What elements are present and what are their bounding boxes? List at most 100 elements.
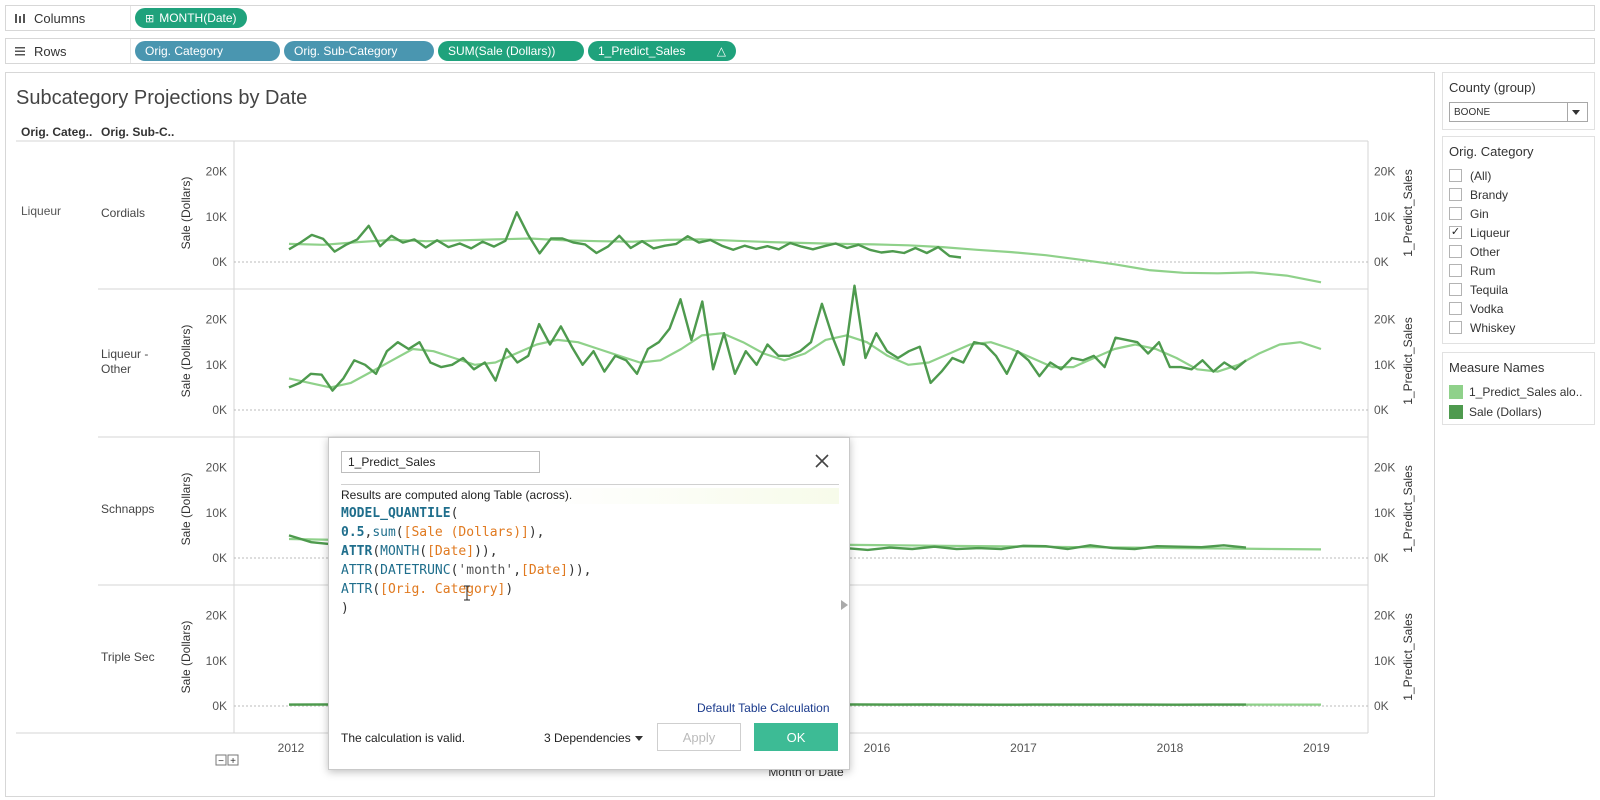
filter-option-label: Vodka <box>1470 301 1504 316</box>
pill-predict-sales[interactable]: 1_Predict_Sales △ <box>588 41 736 61</box>
code-line: ) <box>341 599 839 618</box>
y-tick-left: 10K <box>206 358 227 372</box>
sale-dollars-line <box>288 211 962 259</box>
code-token: 'month' <box>458 563 514 578</box>
dependencies-dropdown[interactable]: 3 Dependencies <box>544 731 643 745</box>
predict-sales-line <box>288 237 1322 284</box>
checkbox[interactable] <box>1449 169 1462 182</box>
y-tick-right: 10K <box>1374 210 1395 224</box>
formula-editor[interactable]: MODEL_QUANTILE(0.5,sum([Sale (Dollars)])… <box>341 504 839 694</box>
code-token: ( <box>372 582 381 597</box>
checkbox[interactable] <box>1449 283 1462 296</box>
calculation-name-input[interactable] <box>341 451 540 473</box>
y-tick-left: 10K <box>206 210 227 224</box>
subcategory-label: Triple Sec <box>101 650 155 664</box>
filter-option-label: Rum <box>1470 263 1496 278</box>
code-token: ) <box>505 582 514 597</box>
filter-option-liqueur[interactable]: ✓ Liqueur <box>1443 223 1594 242</box>
filter-option-tequila[interactable]: Tequila <box>1443 280 1594 299</box>
category-label: Liqueur <box>21 204 61 218</box>
y-tick-left: 0K <box>212 699 227 713</box>
code-token: [Orig. Category] <box>380 582 506 597</box>
columns-shelf: Columns ⊞ MONTH(Date) <box>5 5 1595 31</box>
legend-label: 1_Predict_Sales alo.. <box>1469 385 1583 399</box>
checkbox-checked[interactable]: ✓ <box>1449 226 1462 239</box>
checkbox[interactable] <box>1449 264 1462 277</box>
code-token: ATTR <box>341 582 373 597</box>
checkbox[interactable] <box>1449 321 1462 334</box>
header-orig-subcategory[interactable]: Orig. Sub-C.. <box>101 125 175 139</box>
left-axis-title: Sale (Dollars) <box>179 325 193 398</box>
y-tick-right: 20K <box>1374 461 1395 475</box>
filter-option-vodka[interactable]: Vodka <box>1443 299 1594 318</box>
filter-option-whiskey[interactable]: Whiskey <box>1443 318 1594 337</box>
expand-button[interactable] <box>227 754 239 766</box>
y-tick-right: 20K <box>1374 609 1395 623</box>
text-cursor-icon <box>464 585 470 601</box>
legend-item-sale[interactable]: Sale (Dollars) <box>1443 402 1594 422</box>
y-tick-right: 0K <box>1374 255 1389 269</box>
pill-label: MONTH(Date) <box>159 11 237 25</box>
collapse-button[interactable] <box>215 754 227 766</box>
county-filter-title: County (group) <box>1449 80 1536 95</box>
code-token: MODEL_QUANTILE <box>341 506 451 521</box>
code-token: DATETRUNC <box>380 563 451 578</box>
computed-along-note: Results are computed along Table (across… <box>341 488 839 504</box>
filter-option-other[interactable]: Other <box>1443 242 1594 261</box>
rows-label-text: Rows <box>34 43 67 59</box>
pill-month-date[interactable]: ⊞ MONTH(Date) <box>135 8 247 28</box>
checkbox[interactable] <box>1449 188 1462 201</box>
default-table-calculation-link[interactable]: Default Table Calculation <box>697 701 830 715</box>
pill-label: Orig. Category <box>145 44 224 58</box>
legend-item-predict[interactable]: 1_Predict_Sales alo.. <box>1443 382 1594 402</box>
right-axis-title: 1_Predict_Sales <box>1401 613 1415 700</box>
y-tick-right: 10K <box>1374 506 1395 520</box>
apply-button[interactable]: Apply <box>657 723 741 751</box>
chevron-down-icon <box>634 735 643 741</box>
y-tick-right: 0K <box>1374 403 1389 417</box>
left-axis-title: Sale (Dollars) <box>179 473 193 546</box>
code-token: ATTR <box>341 563 373 578</box>
legend-swatch <box>1449 405 1463 419</box>
header-orig-category[interactable]: Orig. Categ.. <box>21 125 93 139</box>
close-icon[interactable] <box>813 452 831 470</box>
filter-option-rum[interactable]: Rum <box>1443 261 1594 280</box>
measure-names-title: Measure Names <box>1449 360 1545 375</box>
view-title: Subcategory Projections by Date <box>16 87 308 109</box>
y-tick-right: 0K <box>1374 551 1389 565</box>
code-token: ( <box>450 563 459 578</box>
x-tick-label: 2019 <box>1303 741 1330 755</box>
category-filter-title: Orig. Category <box>1449 144 1534 159</box>
filter-option-label: Other <box>1470 244 1501 259</box>
county-dropdown[interactable]: BOONE <box>1449 102 1588 122</box>
code-token: ) <box>341 601 349 616</box>
y-tick-left: 0K <box>212 551 227 565</box>
filter-option-brandy[interactable]: Brandy <box>1443 185 1594 204</box>
checkbox[interactable] <box>1449 207 1462 220</box>
subcategory-label-line: Cordials <box>101 206 145 220</box>
collapse-arrow-icon[interactable] <box>841 600 848 610</box>
category-checkbox-list: (All) Brandy Gin ✓ Liqueur Other Rum Tequila Vod… <box>1443 166 1594 337</box>
category-filter-card: Orig. Category (All) Brandy Gin ✓ Liqueur Oth… <box>1442 136 1595 344</box>
y-tick-left: 0K <box>212 255 227 269</box>
x-tick-label: 2012 <box>278 741 305 755</box>
code-token: , <box>364 525 373 540</box>
filter-option-all[interactable]: (All) <box>1443 166 1594 185</box>
checkbox[interactable] <box>1449 245 1462 258</box>
validation-status: The calculation is valid. <box>341 731 466 745</box>
ok-button[interactable]: OK <box>754 723 838 751</box>
pill-sum-sale[interactable]: SUM(Sale (Dollars)) <box>438 41 584 61</box>
chevron-down-icon <box>1567 103 1583 121</box>
y-tick-left: 0K <box>212 403 227 417</box>
filter-option-gin[interactable]: Gin <box>1443 204 1594 223</box>
filter-option-label: Brandy <box>1470 187 1509 202</box>
pill-orig-subcategory[interactable]: Orig. Sub-Category <box>284 41 434 61</box>
x-tick-label: 2016 <box>864 741 891 755</box>
y-tick-left: 10K <box>206 654 227 668</box>
x-tick-label: 2017 <box>1010 741 1037 755</box>
subcategory-label-line: Other <box>101 362 131 376</box>
pill-orig-category[interactable]: Orig. Category <box>135 41 280 61</box>
left-axis-title: Sale (Dollars) <box>179 177 193 250</box>
pill-label: 1_Predict_Sales <box>598 44 686 58</box>
checkbox[interactable] <box>1449 302 1462 315</box>
